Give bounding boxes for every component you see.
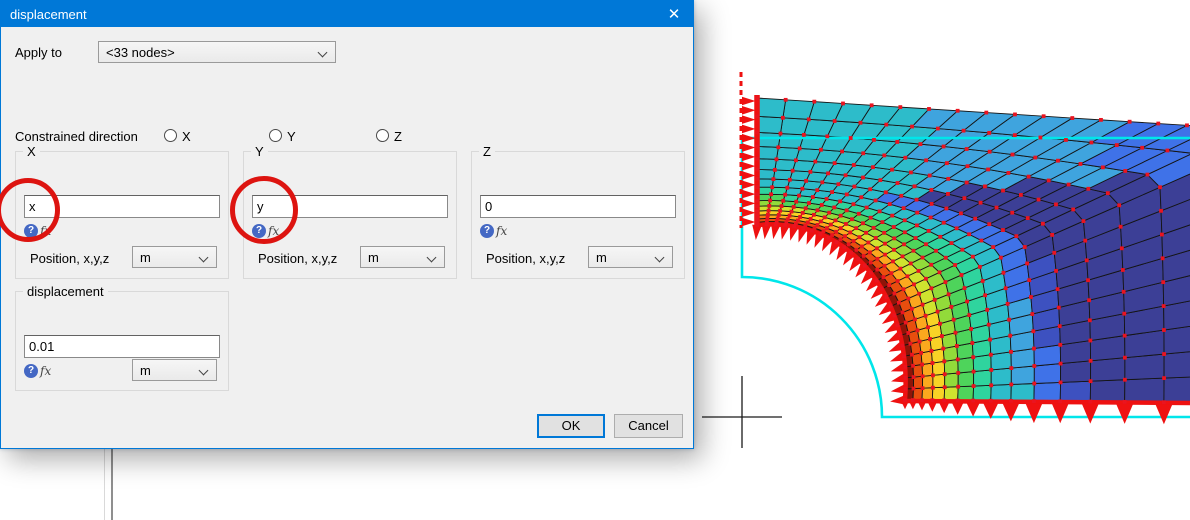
dialog-title: displacement <box>10 6 87 22</box>
fea-mesh-viewport[interactable] <box>694 0 1190 520</box>
x-unit-dropdown[interactable]: m <box>132 246 217 268</box>
radio-y-label: Y <box>287 129 296 144</box>
y-unit-dropdown[interactable]: m <box>360 246 445 268</box>
displacement-unit-value: m <box>140 362 151 378</box>
dialog-titlebar[interactable]: displacement ✕ <box>1 1 693 27</box>
panel-divider-light <box>104 449 105 520</box>
constrained-direction-label: Constrained direction <box>15 129 138 144</box>
group-displacement-legend: displacement <box>23 284 108 299</box>
annotation-circle-x <box>0 178 60 242</box>
chevron-down-icon <box>198 365 209 376</box>
y-position-input[interactable] <box>252 195 448 218</box>
close-icon[interactable]: ✕ <box>667 6 681 23</box>
group-y-legend: Y <box>251 144 268 159</box>
z-position-unit-label: Position, x,y,z <box>486 251 566 266</box>
z-position-input[interactable] <box>480 195 676 218</box>
y-position-unit-label: Position, x,y,z <box>258 251 338 266</box>
group-x-legend: X <box>23 144 40 159</box>
radio-x-label: X <box>182 129 191 144</box>
radio-x[interactable] <box>164 129 177 142</box>
apply-to-value: <33 nodes> <box>106 44 175 60</box>
x-unit-value: m <box>140 249 151 265</box>
x-position-input[interactable] <box>24 195 220 218</box>
displacement-unit-dropdown[interactable]: m <box>132 359 217 381</box>
panel-divider[interactable] <box>111 449 113 520</box>
radio-z[interactable] <box>376 129 389 142</box>
fx-icon[interactable]: fx <box>40 364 52 378</box>
group-z-legend: Z <box>479 144 495 159</box>
cancel-button[interactable]: Cancel <box>614 414 683 438</box>
chevron-down-icon <box>317 47 328 58</box>
group-z: Z ? fx Position, x,y,z m <box>471 144 685 279</box>
z-unit-value: m <box>596 249 607 265</box>
help-icon[interactable]: ? <box>480 224 494 238</box>
apply-to-dropdown[interactable]: <33 nodes> <box>98 41 336 63</box>
chevron-down-icon <box>426 252 437 263</box>
displacement-dialog: displacement ✕ Apply to <33 nodes> Const… <box>0 0 694 449</box>
fx-icon[interactable]: fx <box>496 224 508 238</box>
radio-z-label: Z <box>394 129 402 144</box>
annotation-circle-y <box>230 176 298 244</box>
y-unit-value: m <box>368 249 379 265</box>
chevron-down-icon <box>654 252 665 263</box>
z-unit-dropdown[interactable]: m <box>588 246 673 268</box>
radio-y[interactable] <box>269 129 282 142</box>
chevron-down-icon <box>198 252 209 263</box>
group-displacement: displacement ? fx m <box>15 284 229 391</box>
help-icon[interactable]: ? <box>24 364 38 378</box>
displacement-value-input[interactable] <box>24 335 220 358</box>
apply-to-label: Apply to <box>15 45 62 60</box>
x-position-unit-label: Position, x,y,z <box>30 251 110 266</box>
ok-button[interactable]: OK <box>537 414 605 438</box>
